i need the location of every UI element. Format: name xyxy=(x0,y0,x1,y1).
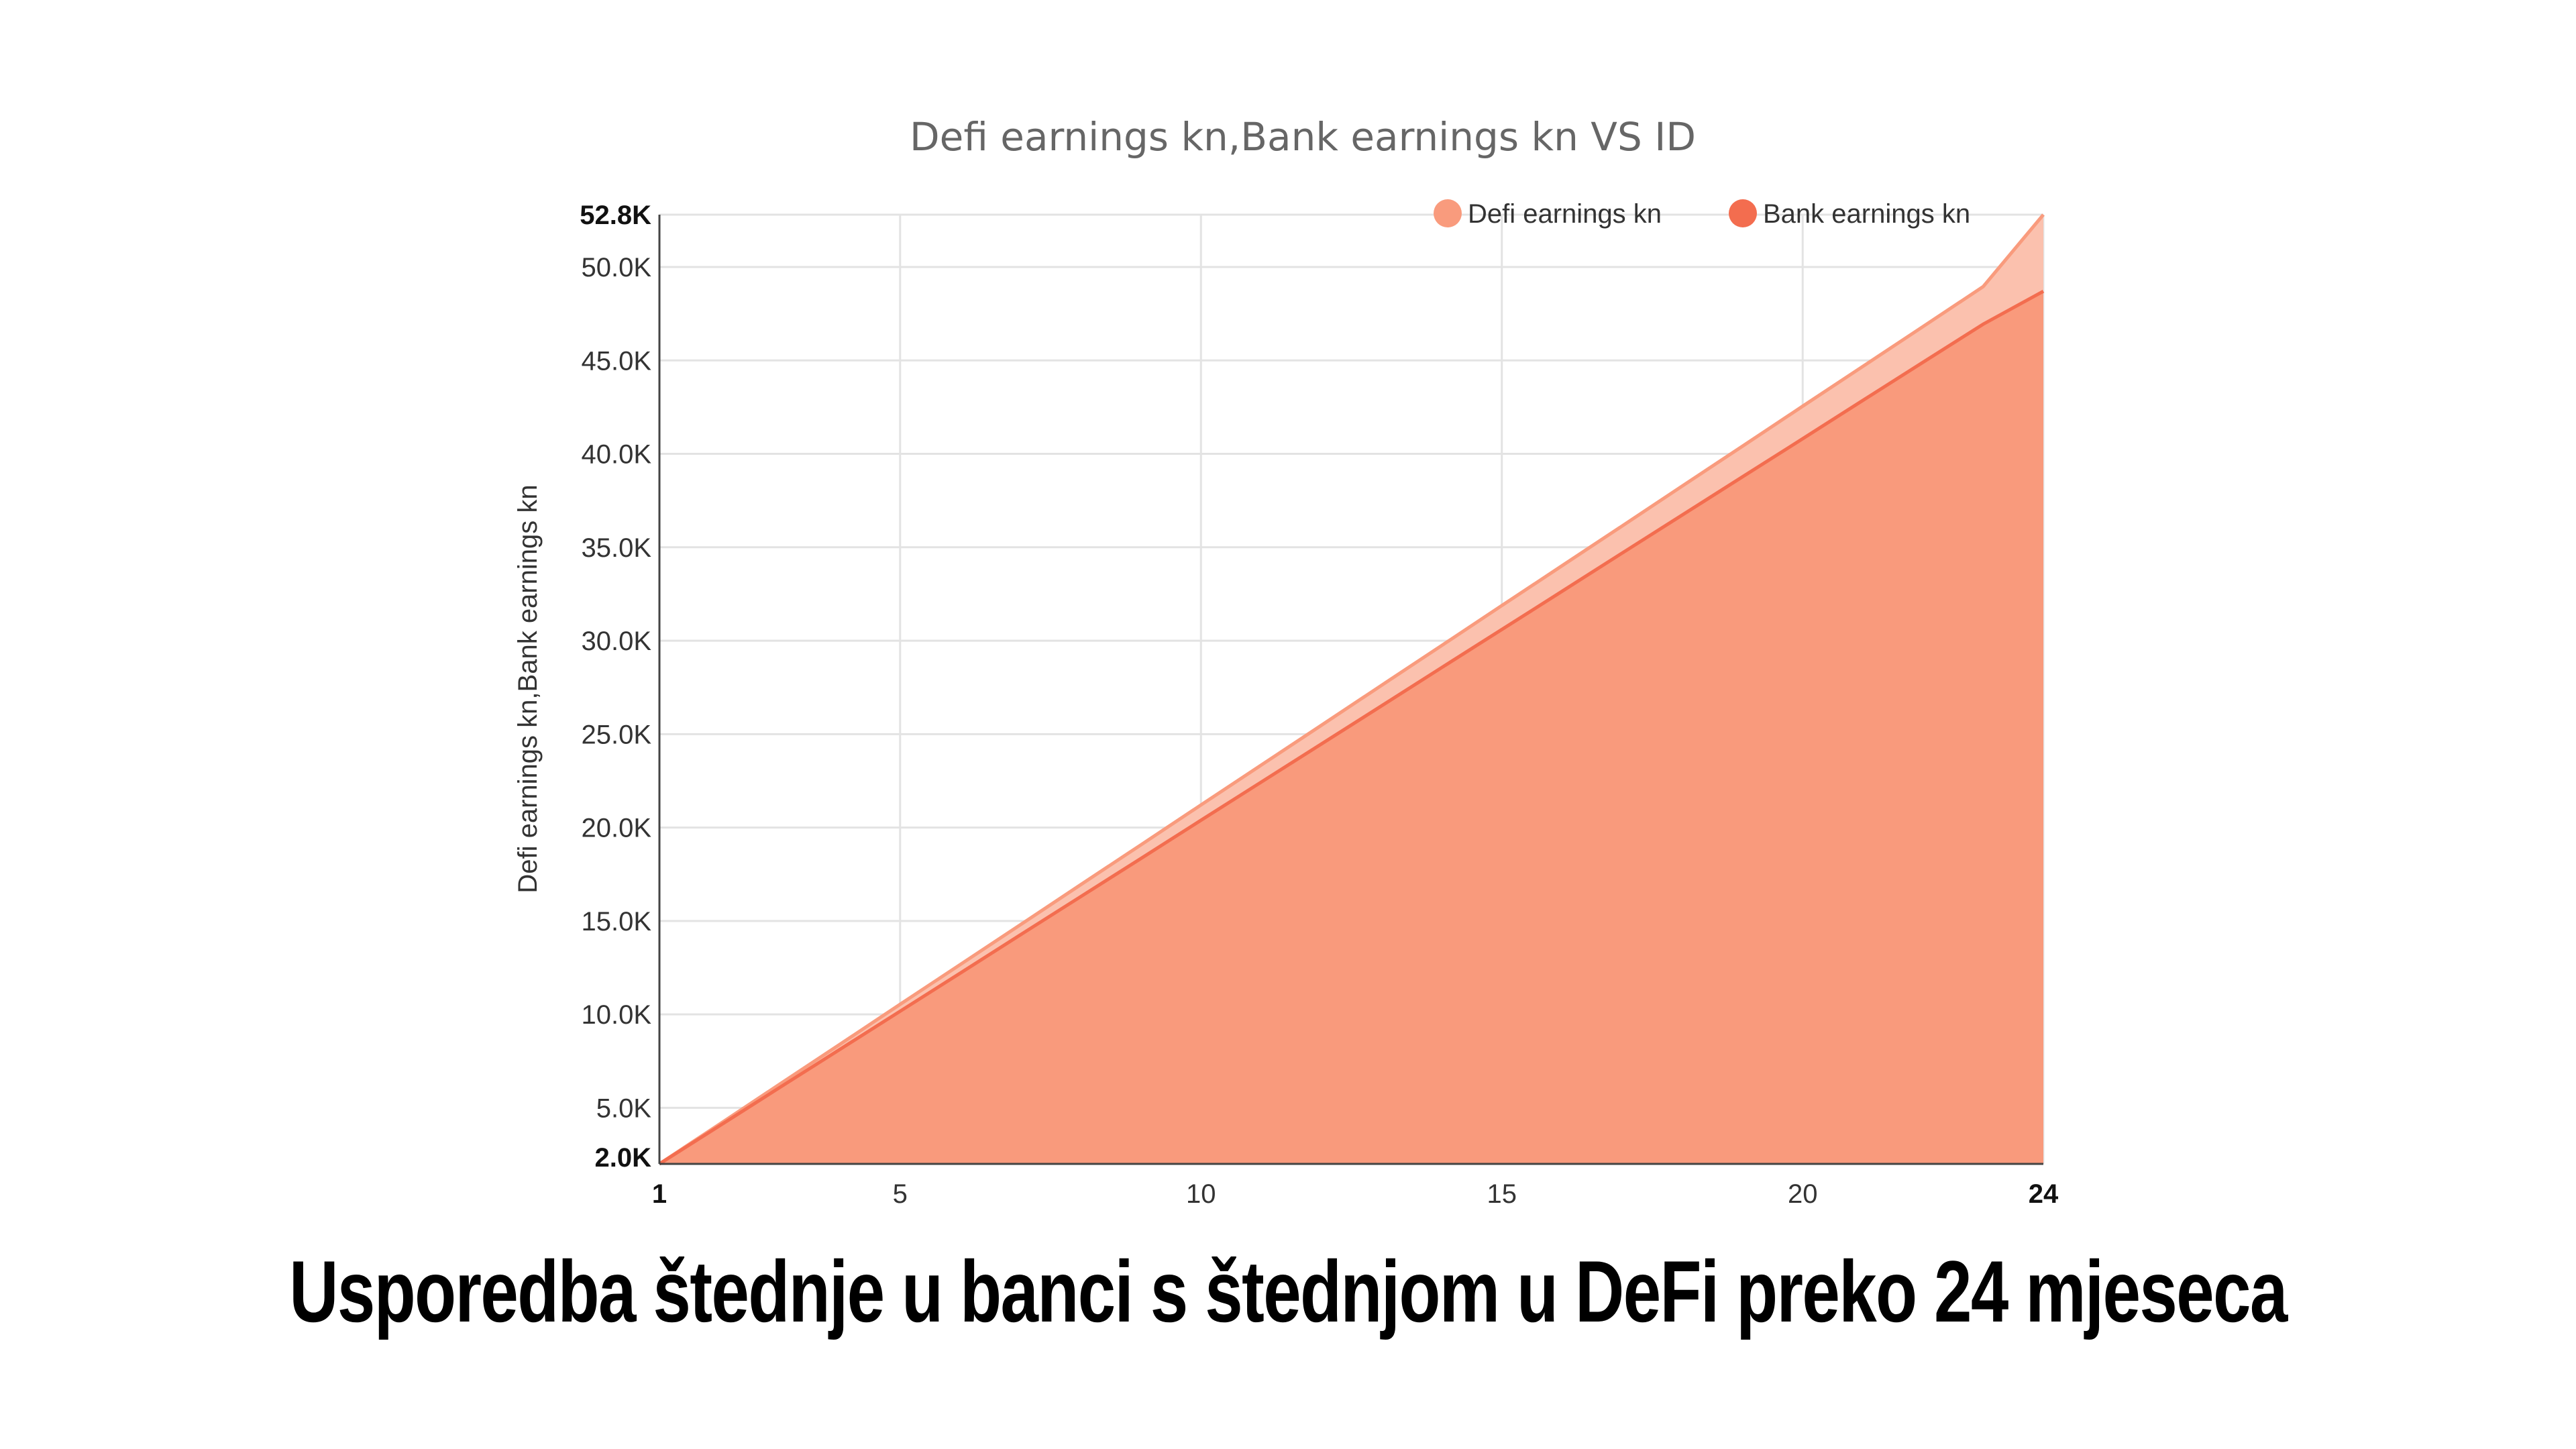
y-tick-label: 15.0K xyxy=(581,907,651,936)
y-tick-label: 35.0K xyxy=(581,533,651,563)
y-tick-label: 40.0K xyxy=(581,440,651,470)
x-tick-label: 20 xyxy=(1788,1179,1818,1209)
line-bank-earnings xyxy=(658,290,2045,1166)
x-tick-label: 15 xyxy=(1487,1179,1517,1209)
x-axis-ticks: 1 5 10 15 20 24 xyxy=(652,1179,2059,1209)
legend-label: Defi earnings kn xyxy=(1468,199,1662,229)
legend-marker xyxy=(1434,199,1462,227)
legend-marker xyxy=(1729,199,1757,227)
x-tick-label: 5 xyxy=(893,1179,908,1209)
y-tick-label: 25.0K xyxy=(581,720,651,749)
y-tick-label: 30.0K xyxy=(581,627,651,656)
y-tick-label: 52.8K xyxy=(580,201,651,230)
x-tick-label: 10 xyxy=(1186,1179,1216,1209)
y-tick-label: 50.0K xyxy=(581,253,651,282)
legend-label: Bank earnings kn xyxy=(1763,199,1970,229)
y-tick-label: 2.0K xyxy=(595,1143,652,1173)
plot-area xyxy=(658,213,2045,1166)
line-defi-earnings xyxy=(658,213,2045,1166)
y-tick-label: 20.0K xyxy=(581,814,651,843)
legend: Defi earnings kn Bank earnings kn xyxy=(1434,199,1970,229)
y-tick-label: 45.0K xyxy=(581,346,651,376)
y-axis-label: Defi earnings kn,Bank earnings kn xyxy=(513,484,543,893)
caption: Usporedba štednje u banci s štednjom u D… xyxy=(289,1242,2288,1340)
chart-title: Defi earnings kn,Bank earnings kn VS ID xyxy=(910,114,1696,160)
y-axis-ticks: 2.0K 5.0K 10.0K 15.0K 20.0K 25.0K 30.0K 35.0K 40… xyxy=(580,201,651,1173)
y-tick-label: 10.0K xyxy=(581,1000,651,1030)
y-tick-label: 5.0K xyxy=(596,1093,652,1123)
x-tick-label: 1 xyxy=(652,1179,667,1209)
x-tick-label: 24 xyxy=(2029,1179,2059,1209)
